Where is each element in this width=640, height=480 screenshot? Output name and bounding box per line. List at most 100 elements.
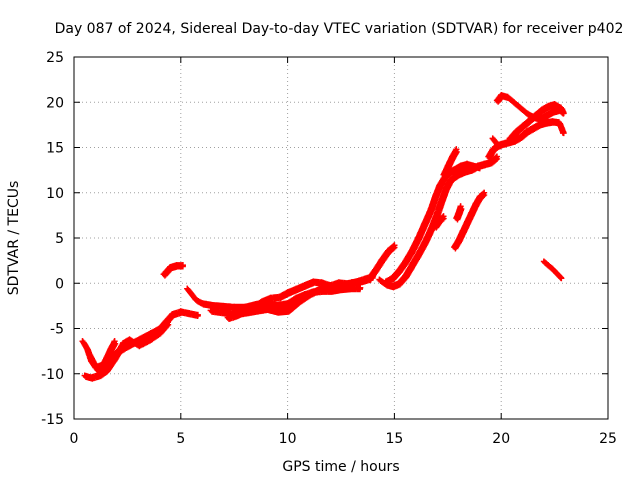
data-point [90,358,97,365]
data-points [79,92,567,382]
data-point [449,153,456,160]
x-tick-label: 25 [599,431,617,447]
series-track-12 [431,213,447,231]
data-point [476,164,483,171]
data-point [464,218,471,225]
data-point [199,300,206,307]
x-axis-label: GPS time / hours [282,459,399,475]
data-point [344,280,351,287]
data-point [543,111,550,118]
data-point [318,279,325,286]
data-point [188,291,195,298]
data-point [258,298,265,305]
data-point [517,104,524,111]
y-tick-label: 25 [46,50,64,66]
data-point [293,285,300,292]
data-point [440,171,447,178]
data-point [83,345,90,352]
x-tick-label: 5 [176,431,185,447]
data-point [85,350,92,357]
data-point [506,135,513,142]
x-tick-label: 20 [492,431,510,447]
series-track-18 [540,258,565,282]
x-tick-label: 15 [385,431,403,447]
data-point [352,278,359,285]
series-track-11 [440,146,460,179]
data-point [489,146,496,153]
marker-band [79,308,201,372]
data-point [284,300,291,307]
data-point [481,189,488,196]
data-point [498,92,505,99]
series-track-14 [453,203,465,223]
data-point [489,135,496,142]
axis-ticks [73,56,609,420]
data-point [295,298,302,305]
series-track-15 [485,118,567,161]
data-point [98,364,105,371]
data-point [451,166,458,173]
data-point [250,303,257,310]
data-point [408,262,415,269]
x-tick-label: 10 [279,431,297,447]
data-point [241,307,248,314]
data-point [532,111,539,118]
data-point [545,262,552,269]
chart-title: Day 087 of 2024, Sidereal Day-to-day VTE… [55,21,624,37]
data-point [273,308,280,315]
data-point [414,251,421,258]
y-tick-label: -10 [41,367,64,383]
data-point [169,311,176,318]
data-point [517,133,524,140]
data-point [79,338,86,345]
data-point [481,160,488,167]
x-tick-label: 0 [70,431,79,447]
data-point [538,106,545,113]
y-tick-label: 5 [55,231,64,247]
data-point [560,110,567,117]
data-point [446,177,453,184]
data-point [427,206,434,213]
series-track-4 [160,262,186,279]
data-point [431,193,438,200]
data-point [421,220,428,227]
data-point [440,213,447,220]
data-point [504,139,511,146]
y-axis-label: SDTVAR / TECUs [6,181,22,296]
data-point [391,242,398,249]
y-tick-label: -5 [50,322,64,338]
data-point [284,289,291,296]
data-point [402,273,409,280]
data-point [192,296,199,303]
data-point [442,185,449,192]
data-point [233,311,240,318]
data-point [139,334,146,341]
data-point [160,271,167,278]
data-point [543,119,550,126]
data-point [453,146,460,153]
data-point [107,346,114,353]
data-point [455,209,462,216]
data-point [103,355,110,362]
data-point [81,372,88,379]
data-point [395,267,402,274]
data-point [513,128,520,135]
data-point [111,338,118,345]
data-point [224,314,231,321]
data-point [493,140,500,147]
data-point [164,319,171,326]
data-point [525,117,532,124]
data-point [549,265,556,272]
series-track-3 [85,338,119,375]
data-point [94,367,101,374]
x-tick-labels: 0 5 10 15 20 25 [70,431,617,447]
data-point [382,278,389,285]
data-point [126,336,133,343]
data-point [88,374,95,381]
y-tick-label: 15 [46,141,64,157]
data-point [434,209,441,216]
data-point [438,196,445,203]
data-point [487,158,494,165]
data-point [551,101,558,108]
